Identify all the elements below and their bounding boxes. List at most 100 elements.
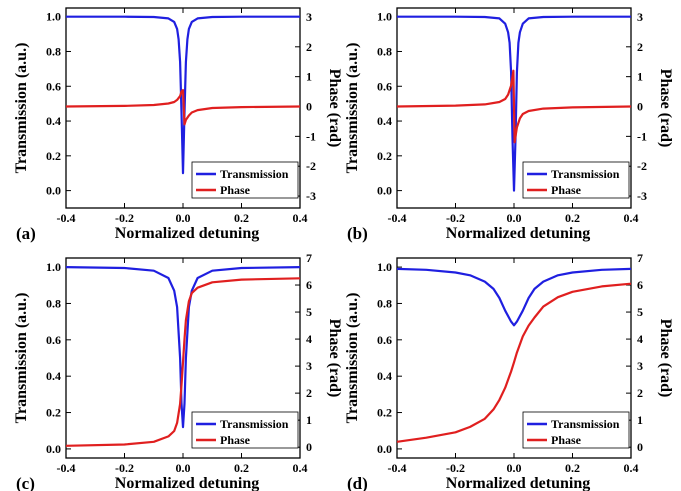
y-tick-label: 0.2 bbox=[377, 149, 392, 163]
x-tick-label: -0.4 bbox=[388, 461, 407, 475]
y-tick-label: 0.0 bbox=[46, 442, 61, 456]
y-axis-title: Transmission (a.u.) bbox=[344, 293, 361, 424]
x-tick-label: -0.2 bbox=[446, 461, 465, 475]
y2-tick-label: 3 bbox=[306, 10, 312, 24]
chart-panel-4: -0.4 -0.2 0.0 0.2 0.4 0.0 0.2 0.4 0.6 0.8 1.0 0 1 2 3 4… bbox=[344, 251, 674, 491]
series-line-transmission bbox=[396, 267, 632, 327]
y2-tick-label: 5 bbox=[306, 305, 312, 319]
x-tick-label: 0.0 bbox=[176, 461, 191, 475]
y-tick-label: 0.2 bbox=[46, 149, 61, 163]
x-tick-label: 0.0 bbox=[507, 461, 522, 475]
y2-axis-title: Phase (rad) bbox=[326, 69, 343, 148]
y-tick-label: 0.0 bbox=[46, 184, 61, 198]
y-tick-label: 0.4 bbox=[46, 114, 61, 128]
y2-tick-label: 2 bbox=[637, 40, 643, 54]
y2-tick-label: 4 bbox=[306, 332, 312, 346]
x-tick-label: 0.0 bbox=[507, 211, 522, 225]
x-axis-title: Normalized detuning bbox=[446, 475, 590, 491]
legend-label: Transmission bbox=[551, 417, 620, 431]
x-tick-label: 0.0 bbox=[176, 211, 191, 225]
y-tick-label: 1.0 bbox=[377, 260, 392, 274]
y2-tick-label: 0 bbox=[306, 100, 312, 114]
y-axis-title: Transmission (a.u.) bbox=[13, 293, 30, 424]
y-tick-label: 1.0 bbox=[377, 10, 392, 24]
y-tick-label: 0.4 bbox=[46, 369, 61, 383]
legend-label: Phase bbox=[220, 433, 251, 447]
y2-tick-label: 3 bbox=[637, 10, 643, 24]
x-tick-label: -0.2 bbox=[446, 211, 465, 225]
panel-label: (b) bbox=[347, 224, 368, 243]
panel-label: (a) bbox=[16, 224, 36, 243]
y2-tick-label: -3 bbox=[637, 189, 647, 203]
panel-label: (d) bbox=[347, 474, 368, 491]
x-tick-label: 0.2 bbox=[565, 461, 580, 475]
y-axis-title: Transmission (a.u.) bbox=[344, 43, 361, 174]
y2-tick-label: -1 bbox=[306, 129, 316, 143]
series-line-transmission bbox=[65, 266, 301, 429]
y2-tick-label: 0 bbox=[637, 100, 643, 114]
y2-tick-label: 0 bbox=[306, 440, 312, 454]
x-tick-label: 0.4 bbox=[293, 461, 308, 475]
legend-box bbox=[191, 411, 299, 449]
x-axis-title: Normalized detuning bbox=[115, 225, 259, 242]
y2-tick-label: 6 bbox=[637, 278, 643, 292]
y2-tick-label: -3 bbox=[306, 189, 316, 203]
y2-axis-title: Phase (rad) bbox=[326, 319, 343, 398]
y2-axis-title: Phase (rad) bbox=[657, 69, 674, 148]
series-line-phase bbox=[396, 282, 632, 443]
legend-label: Transmission bbox=[220, 167, 289, 181]
series-line-phase bbox=[65, 277, 301, 447]
y-tick-label: 0.8 bbox=[377, 296, 392, 310]
y2-tick-label: -2 bbox=[306, 159, 316, 173]
legend-label: Transmission bbox=[220, 417, 289, 431]
y-tick-label: 0.6 bbox=[46, 333, 61, 347]
x-tick-label: 0.4 bbox=[293, 211, 308, 225]
x-axis-title: Normalized detuning bbox=[115, 475, 259, 491]
y2-tick-label: 5 bbox=[637, 305, 643, 319]
y-tick-label: 0.6 bbox=[46, 79, 61, 93]
y2-tick-label: 1 bbox=[637, 413, 643, 427]
chart-panel-2: -0.4 -0.2 0.0 0.2 0.4 0.0 0.2 0.4 0.6 0.8 1.0 -3 -2 -… bbox=[344, 7, 674, 243]
panel-label: (c) bbox=[16, 474, 35, 491]
y-tick-label: 1.0 bbox=[46, 10, 61, 24]
legend-box bbox=[522, 411, 630, 449]
y2-tick-label: 2 bbox=[306, 386, 312, 400]
y-tick-label: 0.8 bbox=[46, 44, 61, 58]
y2-tick-label: 1 bbox=[306, 413, 312, 427]
series-line-transmission bbox=[397, 15, 631, 192]
y-tick-label: 0.6 bbox=[377, 79, 392, 93]
y2-tick-label: 3 bbox=[306, 359, 312, 373]
y2-axis-title: Phase (rad) bbox=[657, 319, 674, 398]
y2-tick-label: 7 bbox=[306, 251, 312, 265]
y2-tick-label: 1 bbox=[306, 70, 312, 84]
y2-tick-label: -1 bbox=[637, 129, 647, 143]
x-tick-label: -0.4 bbox=[57, 461, 76, 475]
y2-tick-label: 4 bbox=[637, 332, 643, 346]
y2-tick-label: 2 bbox=[637, 386, 643, 400]
series-line-phase bbox=[65, 88, 301, 126]
x-tick-label: 0.2 bbox=[234, 461, 249, 475]
legend-label: Phase bbox=[551, 183, 582, 197]
x-tick-label: -0.2 bbox=[115, 461, 134, 475]
legend-box bbox=[191, 161, 299, 199]
y2-tick-label: 6 bbox=[306, 278, 312, 292]
x-tick-label: 0.2 bbox=[234, 211, 249, 225]
y2-tick-label: -2 bbox=[637, 159, 647, 173]
chart-panel-1: -0.4 -0.2 0.0 0.2 0.4 0.0 0.2 0.4 0.6 0.8 1.0 -3 -2 -… bbox=[13, 7, 343, 243]
x-tick-label: -0.2 bbox=[115, 211, 134, 225]
series-line-phase bbox=[396, 69, 632, 144]
y-tick-label: 0.8 bbox=[377, 44, 392, 58]
y-tick-label: 0.2 bbox=[46, 406, 61, 420]
y-tick-label: 0.4 bbox=[377, 114, 392, 128]
legend-label: Transmission bbox=[551, 167, 620, 181]
y-tick-label: 0.4 bbox=[377, 369, 392, 383]
y-tick-label: 0.2 bbox=[377, 406, 392, 420]
y-tick-label: 0.0 bbox=[377, 184, 392, 198]
x-axis-title: Normalized detuning bbox=[446, 225, 590, 242]
y2-tick-label: 7 bbox=[637, 251, 643, 265]
x-tick-label: 0.4 bbox=[624, 461, 639, 475]
y2-tick-label: 2 bbox=[306, 40, 312, 54]
y-tick-label: 0.0 bbox=[377, 442, 392, 456]
y-axis-title: Transmission (a.u.) bbox=[13, 43, 30, 174]
